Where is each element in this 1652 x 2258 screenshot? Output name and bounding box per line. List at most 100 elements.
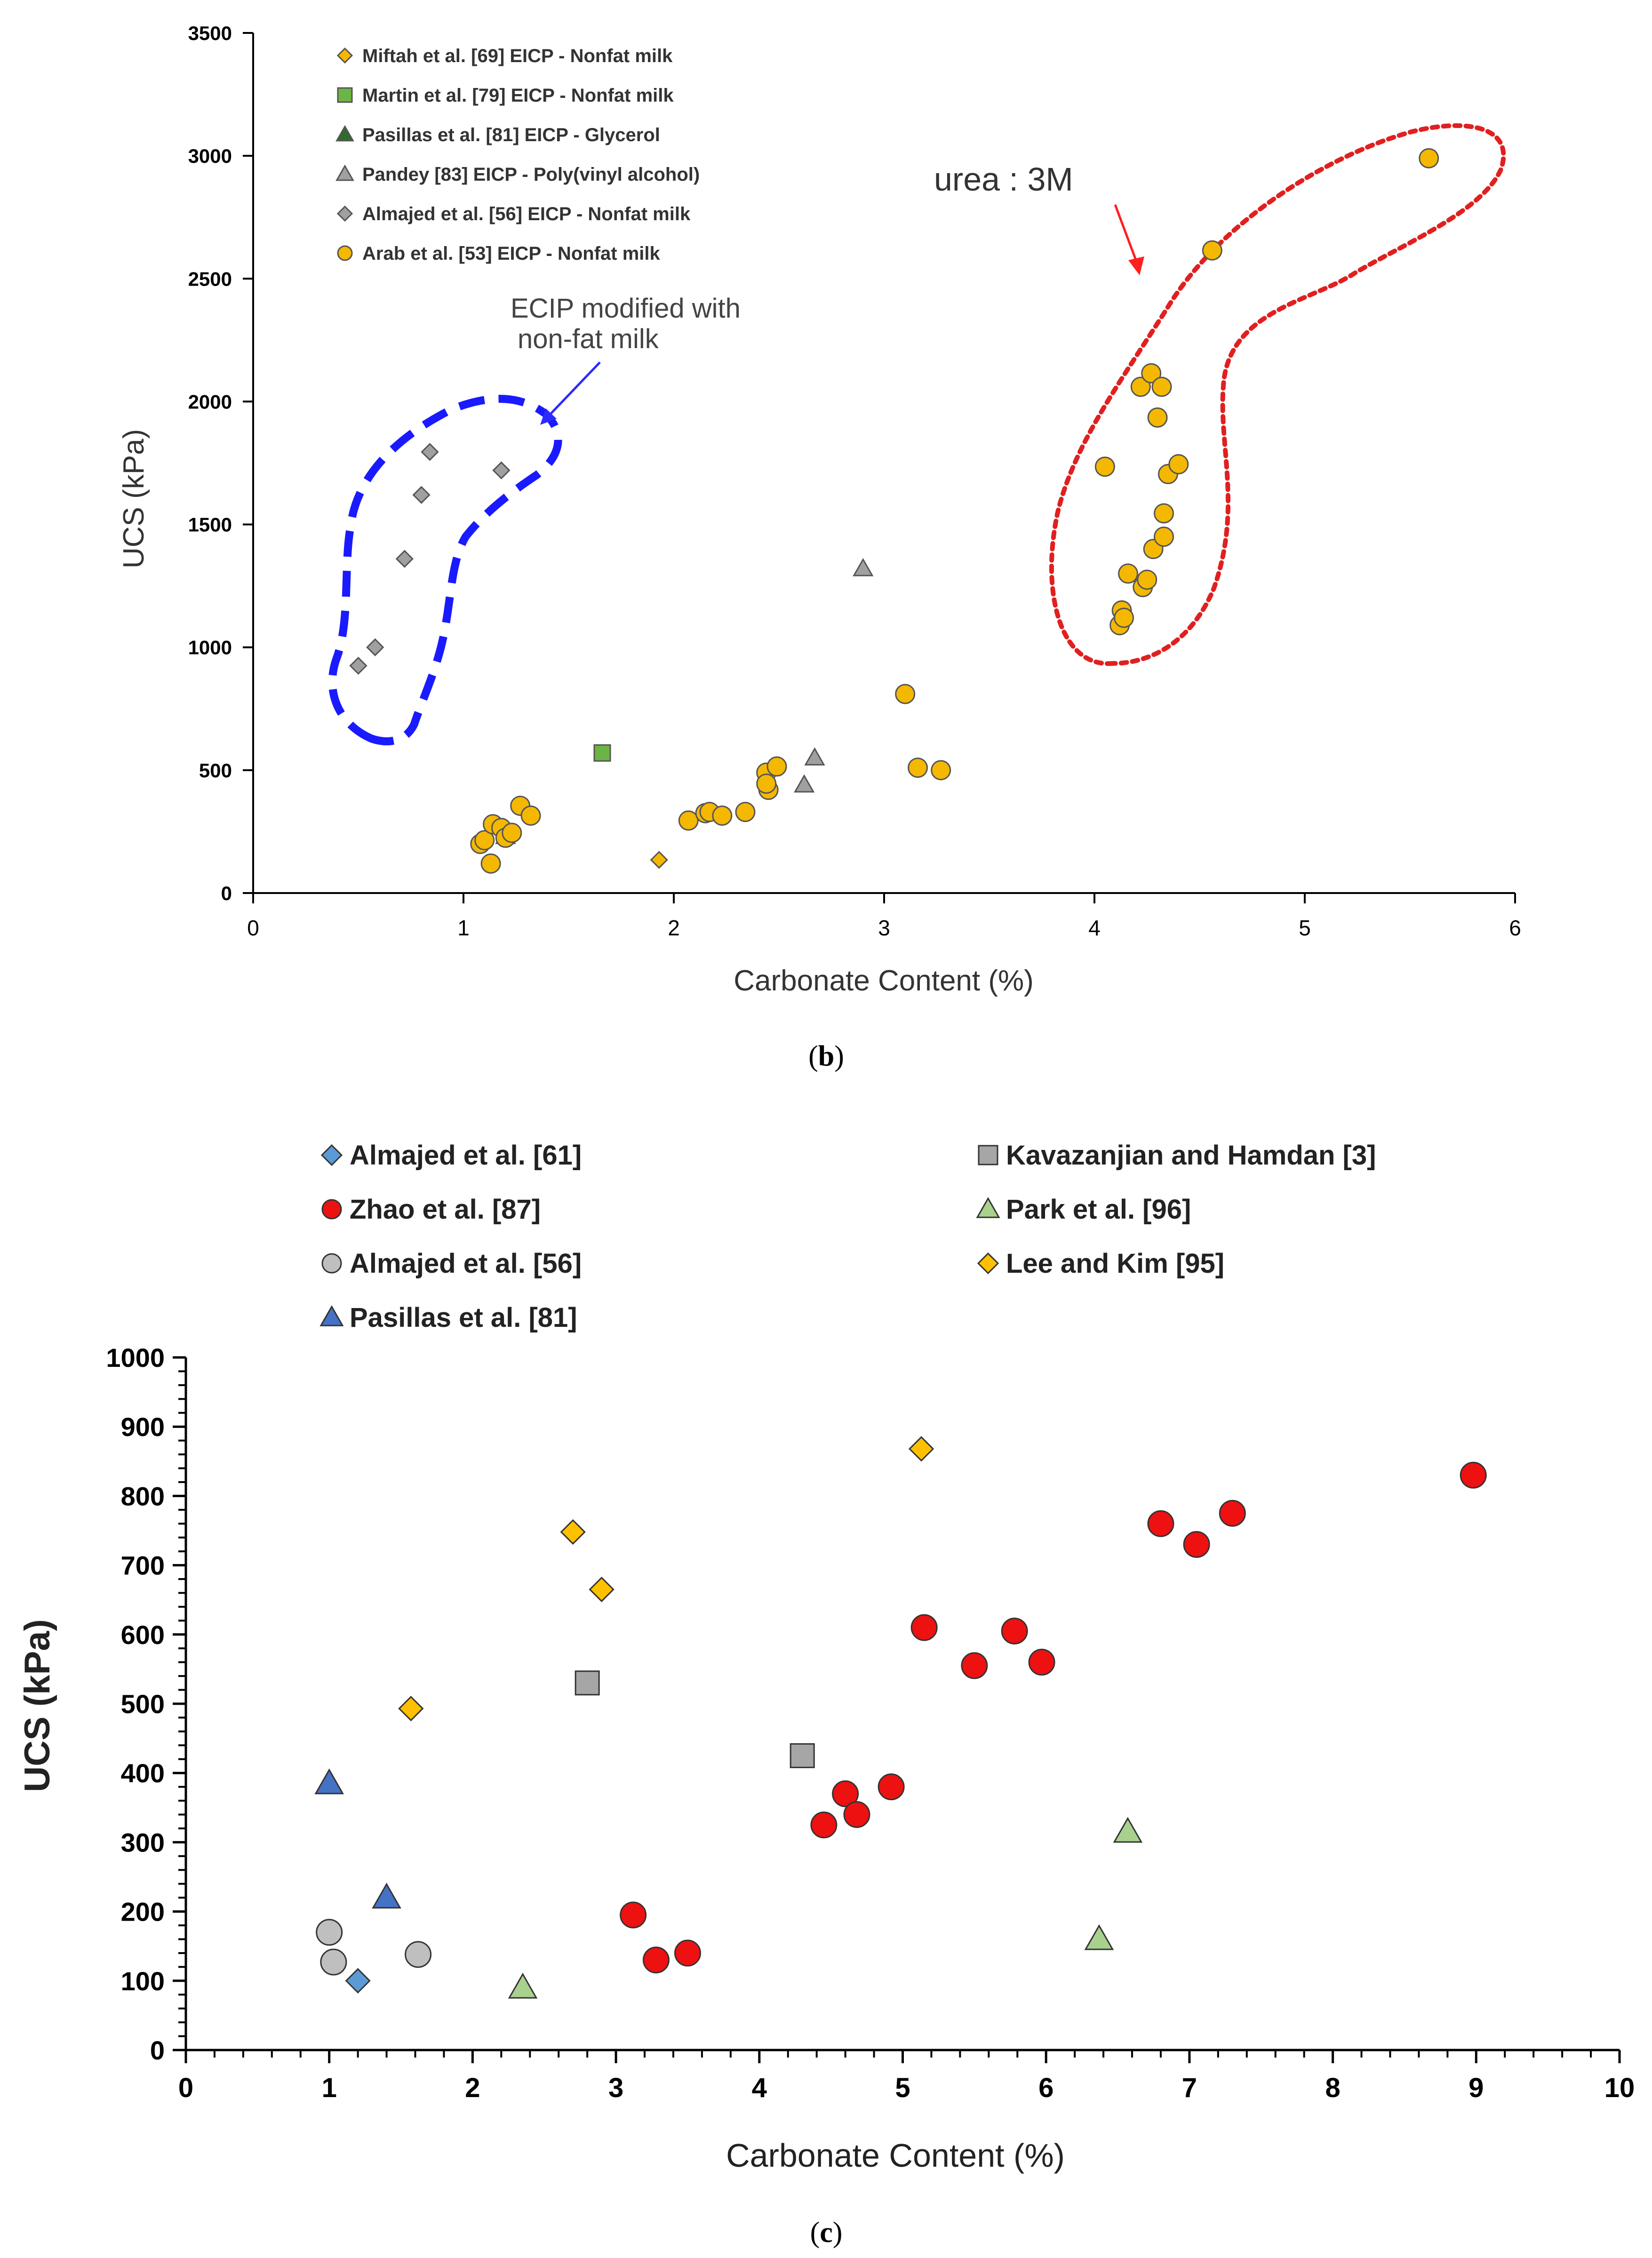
y-tick-label: 0 [221, 882, 232, 904]
y-tick-label: 100 [121, 1966, 165, 1996]
x-tick-label: 6 [1509, 916, 1521, 940]
blue-arrowhead [540, 408, 557, 425]
data-point [480, 853, 501, 874]
data-point [1460, 1461, 1487, 1489]
data-point [1419, 148, 1439, 168]
y-tick-label: 600 [121, 1620, 165, 1650]
x-tick-label: 10 [1604, 2073, 1635, 2103]
data-point [474, 830, 495, 851]
urea-annotation: urea : 3M [934, 161, 1073, 198]
data-point [492, 461, 511, 479]
legend-marker [335, 164, 354, 181]
y-tick-label: 200 [121, 1897, 165, 1927]
y-tick-label: 3000 [188, 145, 232, 167]
data-point [405, 1941, 432, 1968]
data-point [735, 802, 756, 822]
data-point [589, 1576, 615, 1603]
legend-marker [321, 1199, 342, 1220]
y-tick-label: 2000 [188, 391, 232, 413]
legend-label: Pasillas et al. [81] EICP - Glycerol [362, 125, 660, 145]
legend-marker [335, 125, 354, 142]
legend-label: Park et al. [96] [1006, 1194, 1191, 1225]
y-tick-label: 800 [121, 1481, 165, 1511]
data-point [1137, 569, 1157, 590]
data-point [520, 805, 541, 826]
panel-c-legend: Almajed et al. [61] Kavazanjian and Hamda… [319, 1140, 1376, 1333]
data-point [316, 1919, 343, 1946]
data-point [1028, 1649, 1055, 1676]
data-point [1094, 456, 1115, 477]
y-tick-label: 900 [121, 1412, 165, 1442]
x-tick-label: 5 [1299, 916, 1311, 940]
data-point [895, 684, 916, 704]
legend-label: Kavazanjian and Hamdan [3] [1006, 1140, 1376, 1171]
legend-label: Arab et al. [53] EICP - Nonfat milk [362, 243, 660, 264]
legend-label: Pasillas et al. [81] [350, 1302, 577, 1333]
data-point [794, 774, 815, 793]
x-tick-label: 2 [465, 2073, 480, 2103]
y-tick-label: 300 [121, 1827, 165, 1857]
legend-marker [978, 1145, 998, 1165]
x-tick-label: 8 [1325, 2073, 1340, 2103]
x-tick-label: 4 [1088, 916, 1101, 940]
legend-label: Pandey [83] EICP - Poly(vinyl alcohol) [362, 164, 700, 185]
panel-c-x-axis-title: Carbonate Content (%) [726, 2137, 1065, 2174]
data-point [502, 822, 522, 843]
panel-b-x-axis-title: Carbonate Content (%) [734, 965, 1034, 997]
blue-annotation-arrow [547, 361, 601, 417]
data-point [320, 1948, 347, 1976]
y-tick-label: 500 [121, 1689, 165, 1719]
y-tick-label: 500 [199, 759, 232, 782]
x-tick-label: 3 [608, 2073, 623, 2103]
x-tick-label: 9 [1468, 2073, 1484, 2103]
data-point [372, 1883, 401, 1909]
x-tick-label: 1 [457, 916, 470, 940]
legend-label: Almajed et al. [56] EICP - Nonfat milk [362, 204, 691, 224]
x-tick-label: 3 [878, 916, 890, 940]
panel-b-points [349, 148, 1439, 874]
data-point [1147, 407, 1168, 428]
x-tick-label: 5 [895, 2073, 910, 2103]
data-point [931, 760, 951, 781]
legend-label: Almajed et al. [61] [350, 1140, 582, 1171]
legend-label: Martin et al. [79] EICP - Nonfat milk [362, 85, 674, 106]
legend-marker [976, 1197, 1000, 1218]
legend-label: Zhao et al. [87] [350, 1194, 541, 1225]
data-point [560, 1519, 586, 1545]
data-point [1219, 1500, 1246, 1527]
panel-b-axes: 0 1 2 3 4 5 6 0 500 1000 1500 2000 2500 3000 3500 [188, 22, 1521, 940]
data-point [1001, 1617, 1028, 1644]
legend-label: Almajed et al. [56] [350, 1248, 582, 1279]
data-point [421, 443, 439, 461]
x-tick-label: 4 [752, 2073, 767, 2103]
legend-marker [319, 1305, 344, 1326]
data-point [349, 656, 367, 675]
data-point [766, 756, 787, 777]
data-point [1114, 607, 1134, 628]
data-point [712, 805, 733, 826]
panel-b-y-axis-title: UCS (kPa) [118, 429, 150, 568]
data-point [1113, 1817, 1143, 1843]
blue-dashed-outline [328, 395, 562, 745]
data-point [650, 851, 668, 869]
y-tick-label: 700 [121, 1551, 165, 1580]
data-point [395, 550, 414, 568]
data-point [1183, 1531, 1210, 1558]
legend-label: Lee and Kim [95] [1006, 1248, 1224, 1279]
data-point [1141, 363, 1162, 383]
data-point [575, 1670, 600, 1696]
x-tick-label: 1 [322, 2073, 337, 2103]
panel-b-annotations: urea : 3M ECIP modified with non-fat mil… [328, 123, 1506, 745]
data-point [790, 1743, 815, 1768]
panel-c-points [314, 1436, 1487, 1999]
data-point [878, 1773, 905, 1801]
legend-marker [977, 1252, 999, 1275]
data-point [810, 1811, 838, 1839]
y-tick-label: 3500 [188, 22, 232, 44]
data-point [1154, 527, 1174, 547]
data-point [678, 810, 699, 831]
data-point [1118, 563, 1139, 584]
data-point [345, 1968, 371, 1994]
legend-label: Miftah et al. [69] EICP - Nonfat milk [362, 46, 673, 66]
